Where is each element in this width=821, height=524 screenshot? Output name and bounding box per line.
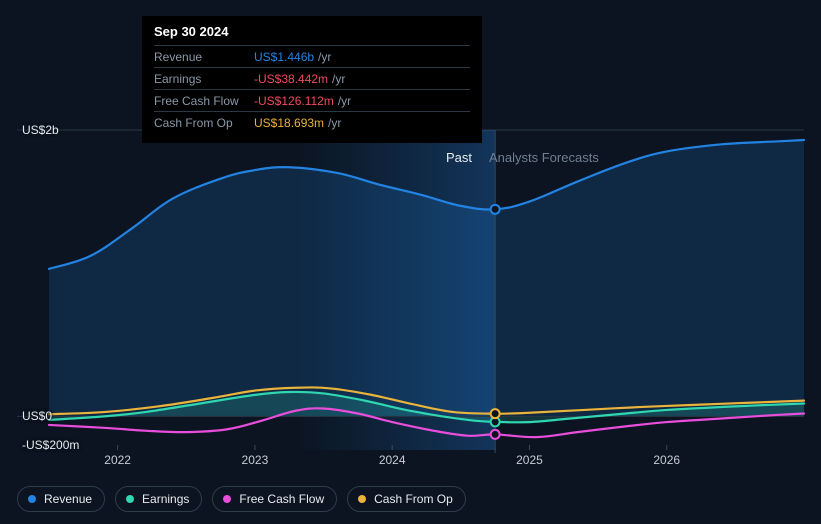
tooltip-row: RevenueUS$1.446b/yr	[154, 45, 470, 67]
legend-item-earnings[interactable]: Earnings	[115, 486, 202, 512]
phase-label-past: Past	[446, 150, 472, 165]
tooltip-metric-label: Earnings	[154, 72, 254, 86]
legend-item-label: Cash From Op	[374, 492, 453, 506]
tooltip-metric-value: US$18.693m	[254, 116, 324, 130]
tooltip-metric-value: -US$38.442m	[254, 72, 328, 86]
y-axis-tick: US$2b	[22, 123, 59, 137]
marker-free_cash_flow	[491, 430, 500, 439]
legend-dot-icon	[126, 495, 134, 503]
x-axis-tick: 2025	[516, 453, 543, 467]
tooltip-row: Free Cash Flow-US$126.112m/yr	[154, 89, 470, 111]
legend-dot-icon	[358, 495, 366, 503]
tooltip-metric-label: Revenue	[154, 50, 254, 64]
x-axis-tick: 2024	[379, 453, 406, 467]
x-axis-tick: 2022	[104, 453, 131, 467]
y-axis-tick: -US$200m	[22, 438, 79, 452]
plot-area: US$2bUS$0-US$200m 20222023202420252026 P…	[17, 130, 804, 445]
tooltip-metric-unit: /yr	[332, 72, 345, 86]
chart-tooltip: Sep 30 2024 RevenueUS$1.446b/yrEarnings-…	[142, 16, 482, 143]
chart-legend: Revenue Earnings Free Cash Flow Cash From O…	[17, 486, 466, 512]
legend-item-revenue[interactable]: Revenue	[17, 486, 105, 512]
x-axis-tick: 2023	[242, 453, 269, 467]
tooltip-metric-label: Free Cash Flow	[154, 94, 254, 108]
financial-forecast-chart: Sep 30 2024 RevenueUS$1.446b/yrEarnings-…	[0, 0, 821, 524]
x-axis-tick: 2026	[653, 453, 680, 467]
legend-item-label: Free Cash Flow	[239, 492, 324, 506]
tooltip-metric-unit: /yr	[318, 50, 331, 64]
legend-item-free_cash_flow[interactable]: Free Cash Flow	[212, 486, 337, 512]
legend-item-label: Earnings	[142, 492, 189, 506]
tooltip-metric-unit: /yr	[328, 116, 341, 130]
tooltip-row: Cash From OpUS$18.693m/yr	[154, 111, 470, 133]
legend-dot-icon	[223, 495, 231, 503]
phase-label-forecast: Analysts Forecasts	[489, 150, 599, 165]
tooltip-metric-value: US$1.446b	[254, 50, 314, 64]
marker-cash_from_op	[491, 409, 500, 418]
tooltip-metric-value: -US$126.112m	[254, 94, 334, 108]
marker-revenue	[491, 205, 500, 214]
tooltip-date: Sep 30 2024	[154, 24, 470, 45]
legend-item-cash_from_op[interactable]: Cash From Op	[347, 486, 466, 512]
tooltip-metric-label: Cash From Op	[154, 116, 254, 130]
tooltip-metric-unit: /yr	[338, 94, 351, 108]
legend-item-label: Revenue	[44, 492, 92, 506]
y-axis-tick: US$0	[22, 409, 52, 423]
legend-dot-icon	[28, 495, 36, 503]
tooltip-row: Earnings-US$38.442m/yr	[154, 67, 470, 89]
chart-svg	[17, 130, 804, 445]
